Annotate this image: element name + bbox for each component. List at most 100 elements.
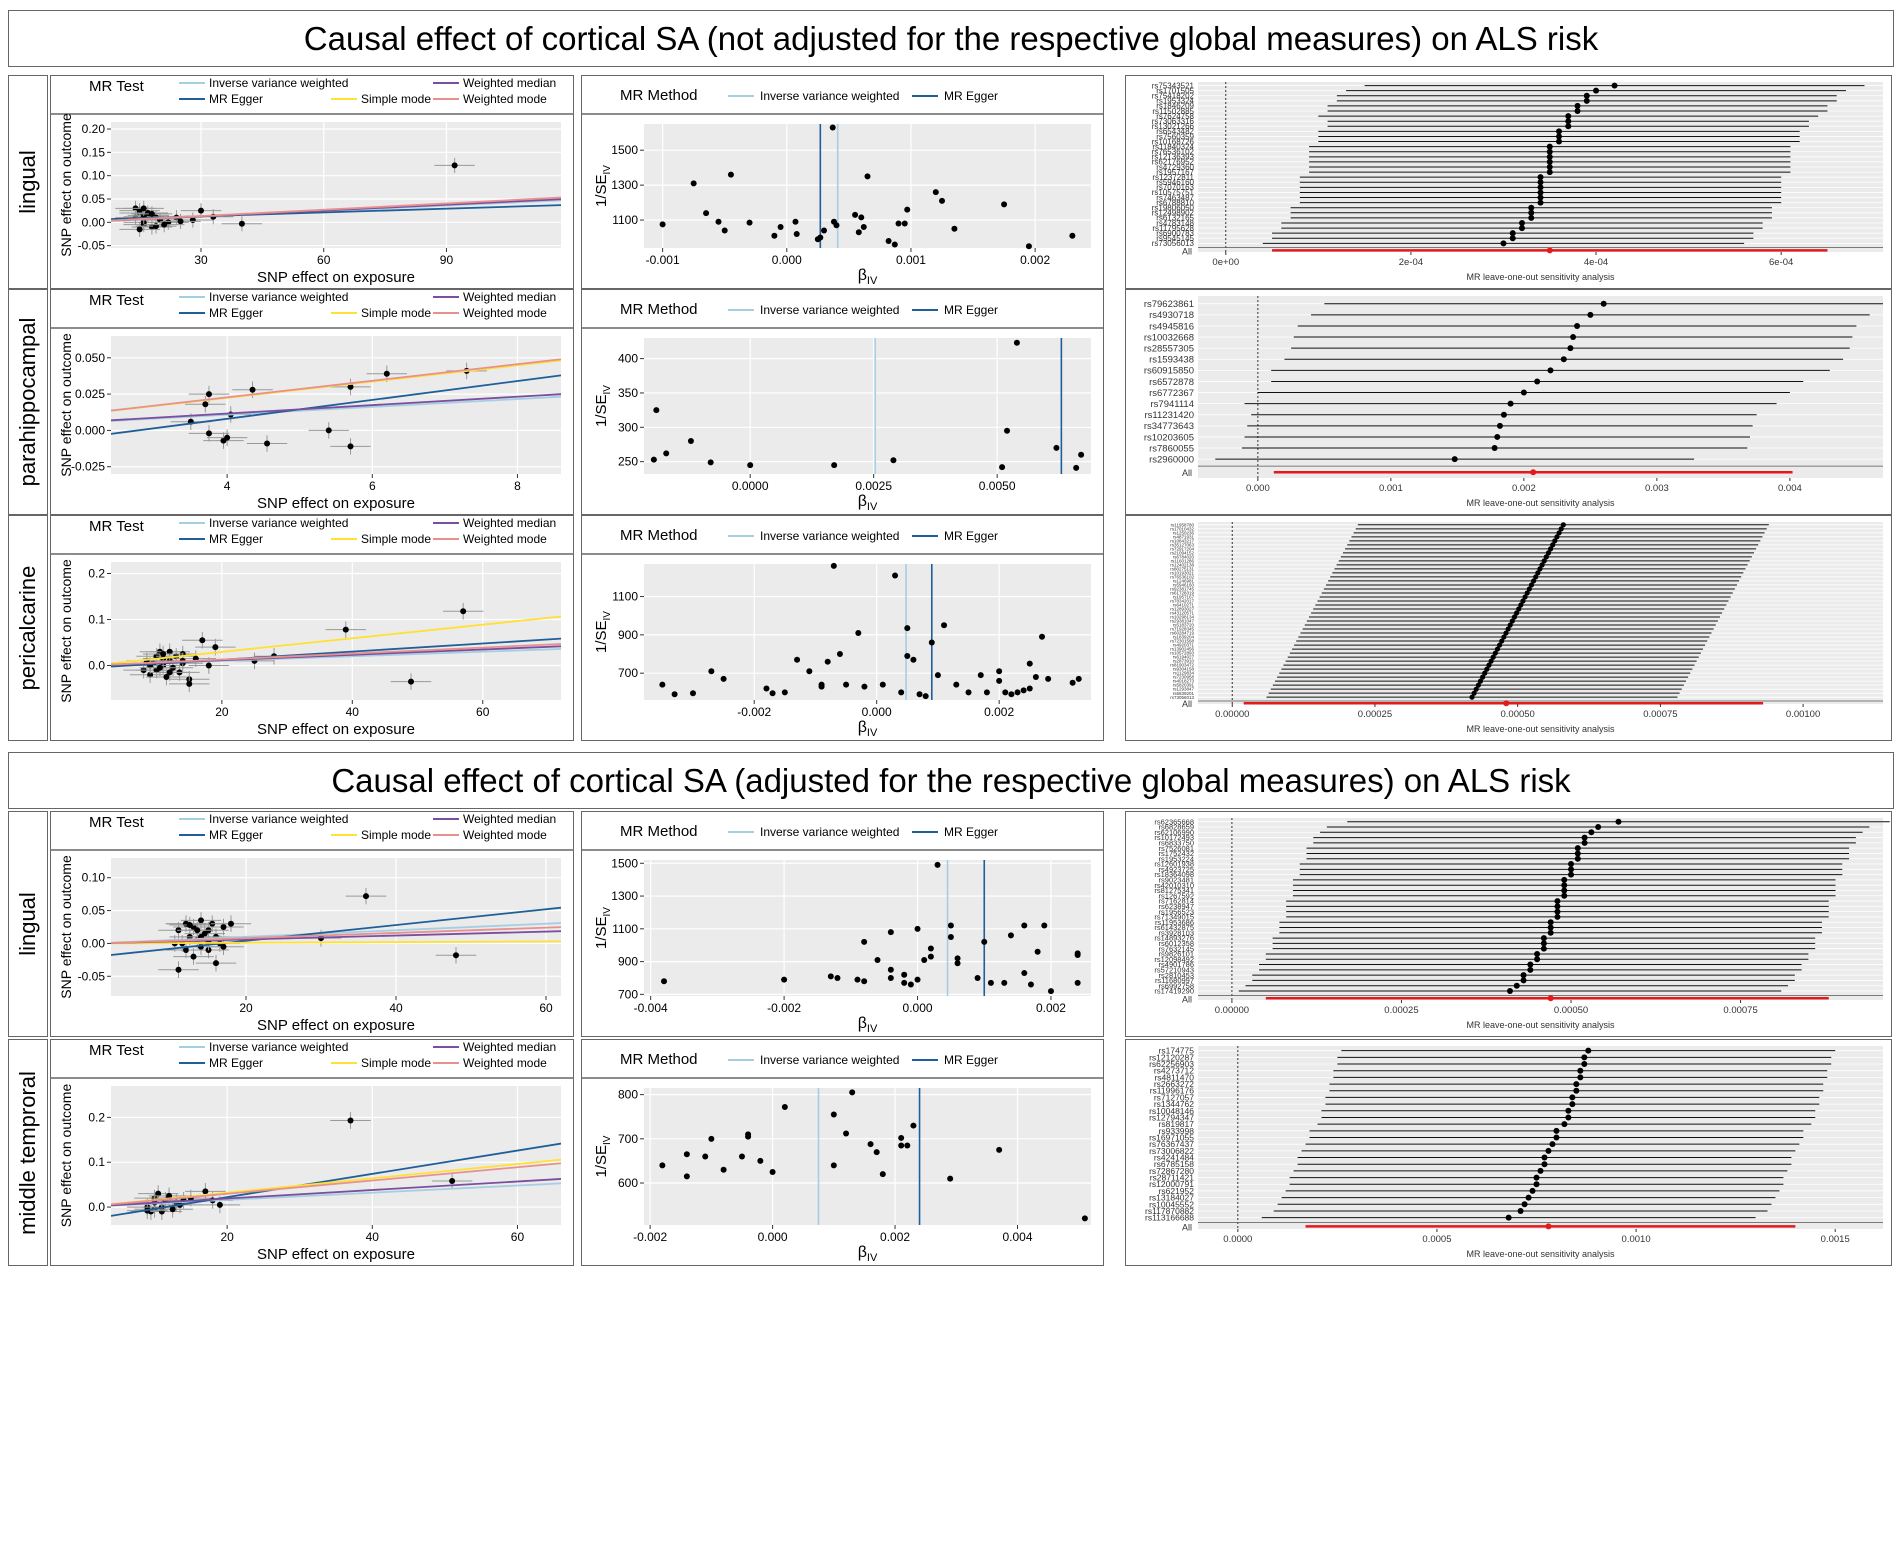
data-point [951, 225, 958, 232]
snp-label: rs14893276 [1154, 934, 1194, 943]
snp-label: rs11996176 [1150, 1086, 1195, 1096]
axis-band-top [51, 115, 573, 122]
data-point [953, 681, 960, 688]
x-tick-label: 0.00000 [1215, 1005, 1249, 1016]
data-point [1001, 201, 1008, 208]
data-point [904, 1142, 911, 1149]
snp-label: rs81275341 [1154, 886, 1194, 895]
data-point [663, 450, 670, 457]
x-tick-label: -0.002 [737, 705, 771, 719]
data-point [161, 221, 168, 228]
snp-label: rs10048146 [1149, 1106, 1194, 1116]
regression-line-weighted_median [110, 1178, 562, 1207]
data-point [849, 1089, 856, 1096]
estimate-point [1501, 634, 1507, 640]
snp-label: rs60915850 [1144, 366, 1194, 377]
data-point [202, 401, 209, 408]
estimate-point [1534, 378, 1541, 385]
estimate-point [1554, 908, 1561, 915]
estimate-point [1509, 618, 1515, 624]
x-tick-label: 0.000 [862, 705, 892, 719]
x-axis-title: MR leave-one-out sensitivity analysis [1466, 724, 1615, 734]
legend-label-ivw: Inverse variance weighted [209, 290, 348, 304]
data-point [1073, 464, 1080, 471]
estimate-point [1550, 542, 1556, 548]
data-point [904, 206, 911, 213]
estimate-point [1583, 97, 1590, 104]
estimate-point [1565, 123, 1572, 130]
y-tick-label: 0.0 [88, 659, 105, 673]
data-point [827, 973, 834, 980]
y-axis-title: 1/SEIV [593, 385, 613, 427]
x-axis-title: SNP effect on exposure [257, 1017, 415, 1034]
estimate-point [1528, 204, 1535, 211]
data-point [1047, 988, 1054, 995]
estimate-point [1499, 638, 1505, 644]
snp-label: rs10575751 [1152, 188, 1195, 197]
data-point [855, 629, 862, 636]
title-adjusted: Causal effect of cortical SA (adjusted f… [8, 752, 1894, 809]
estimate-point [1546, 158, 1553, 165]
data-point [659, 681, 666, 688]
x-axis-title: βIV [858, 1015, 878, 1035]
data-point [1078, 451, 1085, 458]
estimate-point [1581, 834, 1588, 841]
row-label-text: lingual [15, 150, 40, 214]
estimate-point [1535, 570, 1541, 576]
plot-background [1198, 296, 1883, 478]
estimate-point [1573, 1087, 1580, 1094]
estimate-point [1533, 574, 1539, 580]
estimate-point [1528, 214, 1535, 221]
axis-band-right [561, 115, 573, 288]
data-point [1001, 979, 1008, 986]
estimate-point [1565, 118, 1572, 125]
data-point [659, 1162, 666, 1169]
x-tick-label: 60 [539, 1001, 553, 1015]
estimate-point [1537, 199, 1544, 206]
estimate-point [1588, 829, 1595, 836]
snp-label: rs7070163 [1156, 183, 1194, 192]
data-point [873, 1149, 880, 1156]
snp-label: rs7162814 [1159, 897, 1194, 906]
snp-label: rs76536102 [1170, 574, 1194, 579]
estimate-point [1511, 614, 1518, 620]
estimate-point [1547, 919, 1554, 926]
axis-band-top [51, 851, 573, 858]
snp-label: rs12098492 [1154, 955, 1194, 964]
data-point [175, 966, 182, 973]
snp-label: rs1957167 [1173, 595, 1195, 600]
snp-label: rs11680997 [1155, 976, 1194, 985]
data-point [996, 668, 1003, 675]
snp-label: rs11502885 [1152, 107, 1194, 116]
data-point [708, 668, 715, 675]
snp-label: rs7941114 [1151, 399, 1195, 410]
legend-label-egger: MR Egger [209, 306, 263, 320]
plot-background [644, 124, 1091, 248]
data-point [166, 648, 173, 655]
x-tick-label: 2e-04 [1399, 257, 1423, 268]
data-point [781, 689, 788, 696]
estimate-point [1477, 678, 1484, 684]
y-axis-title: SNP effect on outcome [58, 559, 74, 703]
data-point [205, 391, 212, 398]
mr-loo-panel-3: rs62365668 rs6828659 rs62106990 rs10172493 r… [1125, 811, 1892, 1037]
snp-label: rs6784020 [1173, 554, 1195, 559]
mr-funnel-panel-3: MR Method Inverse variance weighted MR Egg… [581, 811, 1104, 1037]
snp-label: rs75343521 [1152, 81, 1195, 90]
y-tick-label: 1100 [612, 590, 638, 604]
data-point [238, 220, 245, 227]
regression-line-simple_mode [110, 940, 562, 945]
estimate-point [1539, 562, 1545, 568]
estimate-point [1553, 1134, 1560, 1141]
snp-label: rs17419290 [1154, 987, 1194, 996]
data-point [854, 976, 861, 983]
mr-scatter-panel-2-svg: MR Test Inverse variance weighted MR Egger… [51, 516, 573, 740]
snp-label: rs1129834 [1173, 671, 1194, 676]
snp-label: rs6012358 [1159, 939, 1194, 948]
data-point [205, 430, 212, 437]
data-point [1002, 689, 1009, 696]
legend-title: MR Test [89, 518, 145, 535]
data-point [708, 1135, 715, 1142]
data-point [932, 189, 939, 196]
data-point [792, 218, 799, 225]
